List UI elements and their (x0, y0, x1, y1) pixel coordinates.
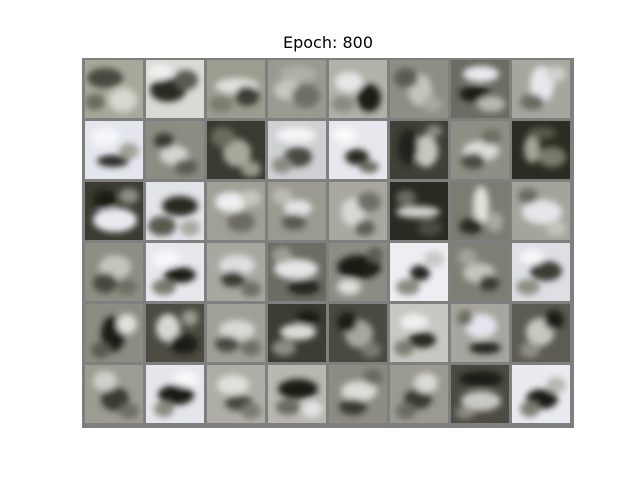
tile-image (207, 60, 265, 118)
tile-image (268, 60, 326, 118)
generated-image-tile (268, 243, 326, 301)
generated-image-tile (146, 304, 204, 362)
tile-image (85, 182, 143, 240)
tile-image (512, 304, 570, 362)
generated-image-tile (512, 60, 570, 118)
generated-image-tile (329, 121, 387, 179)
tile-image (85, 365, 143, 423)
generated-image-tile (146, 60, 204, 118)
tile-image (146, 121, 204, 179)
tile-image (451, 121, 509, 179)
tile-image (85, 60, 143, 118)
generated-image-tile (329, 182, 387, 240)
generated-image-tile (146, 243, 204, 301)
tile-image (207, 304, 265, 362)
generated-image-tile (451, 304, 509, 362)
tile-image (268, 243, 326, 301)
generated-image-tile (512, 243, 570, 301)
generated-image-tile (85, 304, 143, 362)
tile-image (512, 60, 570, 118)
tile-image (390, 304, 448, 362)
figure-title: Epoch: 800 (282, 33, 373, 52)
tile-image (146, 365, 204, 423)
generated-image-tile (268, 182, 326, 240)
generated-image-tile (451, 243, 509, 301)
tile-image (85, 121, 143, 179)
tile-image (329, 182, 387, 240)
tile-image (512, 121, 570, 179)
tile-image (146, 304, 204, 362)
tile-image (390, 365, 448, 423)
tile-image (268, 121, 326, 179)
tile-image (451, 60, 509, 118)
tile-image (207, 243, 265, 301)
tile-image (146, 243, 204, 301)
tile-image (451, 182, 509, 240)
generated-image-tile (268, 60, 326, 118)
generated-image-tile (390, 121, 448, 179)
generated-image-tile (146, 182, 204, 240)
tile-image (512, 365, 570, 423)
generated-image-tile (268, 121, 326, 179)
generated-image-tile (146, 365, 204, 423)
tile-image (268, 304, 326, 362)
tile-image (268, 365, 326, 423)
tile-image (85, 243, 143, 301)
generated-image-tile (512, 365, 570, 423)
generated-image-tile (207, 60, 265, 118)
generated-image-tile (329, 304, 387, 362)
tile-image (329, 121, 387, 179)
generated-image-tile (512, 304, 570, 362)
tile-image (85, 304, 143, 362)
generated-image-tile (268, 304, 326, 362)
tile-image (451, 243, 509, 301)
generated-image-tile (390, 304, 448, 362)
generated-image-tile (268, 365, 326, 423)
tile-image (146, 182, 204, 240)
generated-image-tile (451, 121, 509, 179)
tile-image (512, 182, 570, 240)
generated-image-tile (207, 182, 265, 240)
generated-image-tile (390, 182, 448, 240)
generated-image-tile (85, 60, 143, 118)
tile-image (329, 365, 387, 423)
generated-image-tile (329, 60, 387, 118)
generated-image-tile (207, 365, 265, 423)
tile-image (207, 365, 265, 423)
generated-image-tile (512, 182, 570, 240)
generated-image-tile (512, 121, 570, 179)
tile-image (390, 60, 448, 118)
generated-image-tile (390, 60, 448, 118)
generated-image-tile (451, 182, 509, 240)
generated-image-tile (85, 365, 143, 423)
generated-image-tile (85, 121, 143, 179)
tile-image (329, 304, 387, 362)
tile-image (512, 243, 570, 301)
tile-image (268, 182, 326, 240)
generated-image-tile (207, 121, 265, 179)
generated-image-tile (451, 60, 509, 118)
tile-image (207, 182, 265, 240)
generated-image-tile (329, 365, 387, 423)
generated-image-tile (207, 304, 265, 362)
generated-image-tile (390, 243, 448, 301)
generated-image-tile (451, 365, 509, 423)
tile-image (390, 121, 448, 179)
tile-image (390, 243, 448, 301)
image-grid-frame (82, 58, 574, 428)
generated-image-tile (207, 243, 265, 301)
tile-image (207, 121, 265, 179)
image-grid (85, 60, 573, 426)
tile-image (451, 304, 509, 362)
tile-image (146, 60, 204, 118)
generated-image-tile (85, 243, 143, 301)
tile-image (329, 60, 387, 118)
tile-image (390, 182, 448, 240)
tile-image (451, 365, 509, 423)
generated-image-tile (85, 182, 143, 240)
generated-image-tile (146, 121, 204, 179)
tile-image (329, 243, 387, 301)
generated-image-tile (329, 243, 387, 301)
generated-image-tile (390, 365, 448, 423)
